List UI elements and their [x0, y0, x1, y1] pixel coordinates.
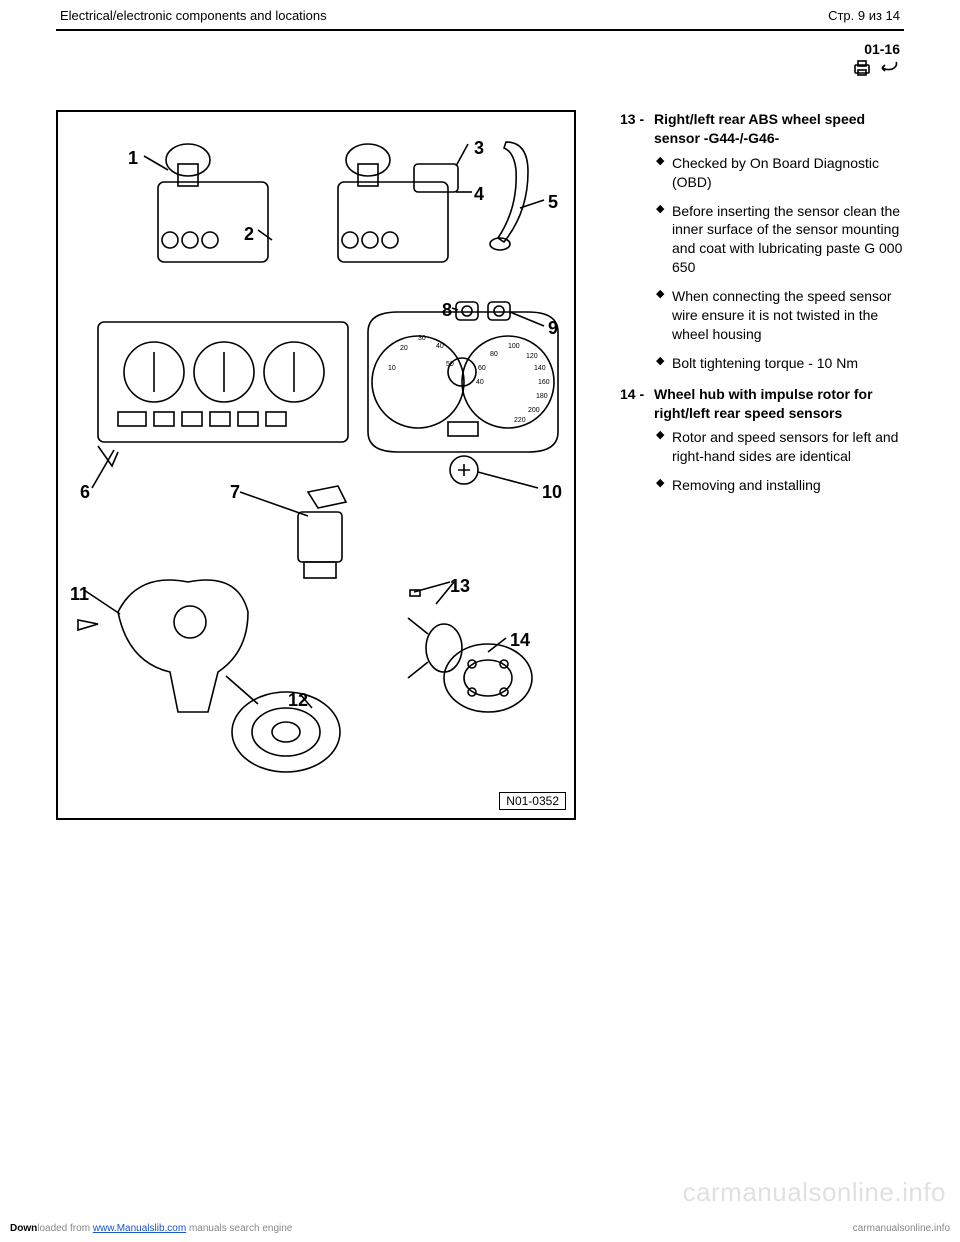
- back-icon[interactable]: [876, 59, 900, 82]
- svg-text:220: 220: [514, 417, 526, 424]
- bullet: Checked by On Board Diagnostic (OBD): [656, 154, 904, 192]
- callout-9: 9: [548, 318, 558, 339]
- print-icon[interactable]: [852, 59, 872, 82]
- item-title: Wheel hub with impulse rotor for right/l…: [654, 385, 904, 423]
- callout-12: 12: [288, 690, 308, 711]
- bullet: Removing and installing: [656, 476, 904, 495]
- svg-text:30: 30: [418, 335, 426, 342]
- callout-10: 10: [542, 482, 562, 503]
- footer-prefix: Down: [10, 1223, 37, 1234]
- section-number: 01-16: [60, 41, 900, 57]
- footer-right: carmanualsonline.info: [853, 1223, 950, 1234]
- footer-suffix: manuals search engine: [186, 1223, 292, 1234]
- footer-left: Downloaded from www.Manualslib.com manua…: [10, 1223, 292, 1234]
- bullet: Bolt tightening torque - 10 Nm: [656, 354, 904, 373]
- callout-8: 8: [442, 300, 452, 321]
- figure-code: N01-0352: [499, 792, 566, 810]
- svg-text:140: 140: [534, 365, 546, 372]
- list-item: 14 - Wheel hub with impulse rotor for ri…: [620, 385, 904, 495]
- bullet: Before inserting the sensor clean the in…: [656, 202, 904, 278]
- svg-text:120: 120: [526, 353, 538, 360]
- callout-14: 14: [510, 630, 530, 651]
- callout-11: 11: [70, 584, 89, 605]
- svg-text:50: 50: [446, 361, 454, 368]
- text-column: 13 - Right/left rear ABS wheel speed sen…: [620, 110, 904, 507]
- callout-7: 7: [230, 482, 240, 503]
- component-figure: 120 140 160 180 200 220 10 20 30 40 50 4…: [56, 110, 576, 820]
- callout-3: 3: [474, 138, 484, 159]
- list-item: 13 - Right/left rear ABS wheel speed sen…: [620, 110, 904, 373]
- watermark: carmanualsonline.info: [683, 1177, 946, 1208]
- header-title: Electrical/electronic components and loc…: [60, 8, 327, 23]
- bullet: When connecting the speed sensor wire en…: [656, 287, 904, 344]
- callout-4: 4: [474, 184, 484, 205]
- item-number: 13 -: [620, 110, 654, 129]
- svg-text:40: 40: [476, 379, 484, 386]
- callout-6: 6: [80, 482, 90, 503]
- svg-text:10: 10: [388, 365, 396, 372]
- footer-plain: loaded from: [37, 1223, 93, 1234]
- svg-text:80: 80: [490, 351, 498, 358]
- callout-1: 1: [128, 148, 138, 169]
- svg-text:40: 40: [436, 343, 444, 350]
- item-number: 14 -: [620, 385, 654, 404]
- svg-text:200: 200: [528, 407, 540, 414]
- svg-text:180: 180: [536, 393, 548, 400]
- item-title: Right/left rear ABS wheel speed sensor -…: [654, 110, 904, 148]
- svg-text:160: 160: [538, 379, 550, 386]
- svg-text:20: 20: [400, 345, 408, 352]
- page-indicator: Стр. 9 из 14: [828, 8, 900, 23]
- svg-text:60: 60: [478, 365, 486, 372]
- svg-text:100: 100: [508, 343, 520, 350]
- bullet: Rotor and speed sensors for left and rig…: [656, 428, 904, 466]
- callout-2: 2: [244, 224, 254, 245]
- callout-13: 13: [450, 576, 470, 597]
- footer-link[interactable]: www.Manualslib.com: [93, 1223, 186, 1234]
- callout-5: 5: [548, 192, 558, 213]
